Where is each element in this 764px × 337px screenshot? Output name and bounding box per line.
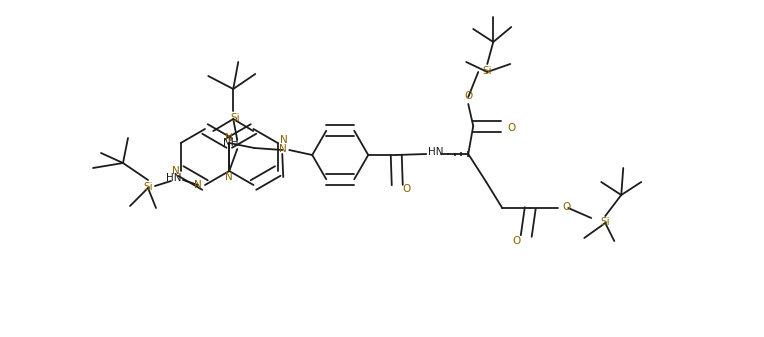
Text: HN: HN bbox=[429, 147, 444, 157]
Text: N: N bbox=[280, 144, 287, 154]
Text: Si: Si bbox=[231, 113, 240, 123]
Text: N: N bbox=[225, 133, 233, 143]
Text: N: N bbox=[280, 135, 287, 145]
Text: Si: Si bbox=[482, 66, 492, 76]
Text: Si: Si bbox=[601, 217, 610, 227]
Text: O: O bbox=[507, 123, 516, 133]
Text: Si: Si bbox=[143, 182, 153, 192]
Text: O: O bbox=[562, 202, 571, 212]
Text: NH: NH bbox=[224, 138, 239, 148]
Text: N: N bbox=[225, 172, 233, 182]
Text: O: O bbox=[464, 91, 472, 101]
Text: N: N bbox=[172, 166, 180, 176]
Text: O: O bbox=[402, 184, 410, 194]
Text: HN: HN bbox=[167, 173, 182, 183]
Text: O: O bbox=[512, 236, 520, 246]
Text: N: N bbox=[194, 180, 202, 190]
